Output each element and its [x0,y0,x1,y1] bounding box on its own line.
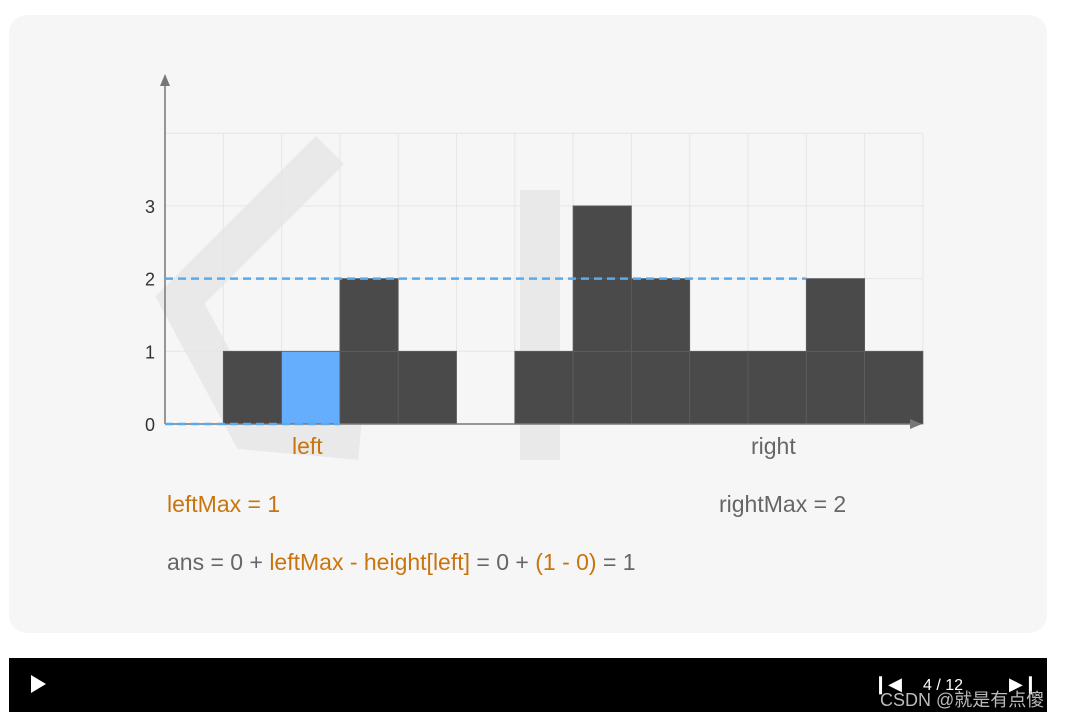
bar-block [864,350,924,425]
bar-block [572,350,632,425]
bar-block [281,350,341,425]
formula-part-4: (1 - 0) [535,549,597,575]
formula-part-1: ans = 0 + [167,549,270,575]
bar-block [631,350,691,425]
bar-block [572,278,632,352]
bar-block [805,350,865,425]
y-tick-label: 2 [145,270,155,290]
formula-part-2: leftMax - height[left] [269,549,471,575]
bar-block [222,350,283,425]
dashed-lines [165,277,807,426]
diagram-card [9,15,1047,633]
playback-bar: ❙◀ 4 / 12 ▶❙ [9,658,1047,712]
play-icon[interactable] [31,675,46,693]
step-counter: 4 / 12 [923,677,964,694]
next-step-icon[interactable]: ▶❙ [1009,674,1038,694]
right-max-label: rightMax = 2 [719,491,847,517]
formula-part-5: = 1 [596,549,636,575]
bars [222,205,924,425]
y-tick-label: 0 [145,415,155,435]
bar-block [689,350,749,425]
bar-block [514,350,574,425]
right-pointer-label: right [751,433,796,459]
left-pointer-label: left [292,433,323,459]
bar-block [747,350,807,425]
bar-block [397,350,457,425]
y-tick-labels: 0 1 2 3 [145,197,155,435]
left-max-label: leftMax = 1 [167,491,281,517]
formula: ans = 0 + leftMax - height[left] = 0 + (… [167,549,636,576]
bar-block [572,205,632,279]
previous-step-icon[interactable]: ❙◀ [873,674,902,694]
y-tick-label: 3 [145,197,155,217]
formula-part-3: = 0 + [470,549,536,575]
y-tick-label: 1 [145,342,155,362]
csdn-watermark: CSDN @就是有点傻 [880,690,1045,710]
bar-block [631,278,691,352]
bar-block [339,350,399,425]
bar-block [805,278,865,352]
bar-block [339,278,399,352]
